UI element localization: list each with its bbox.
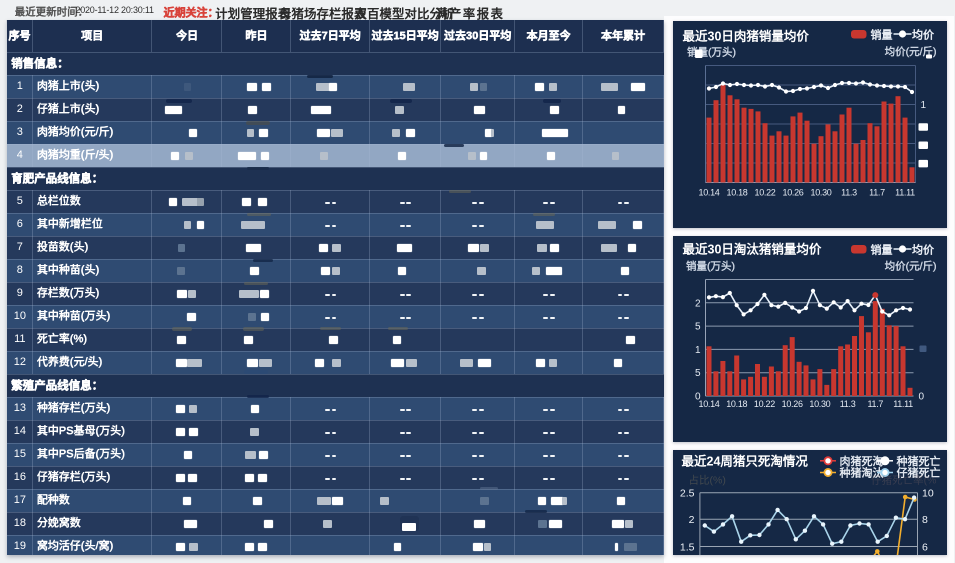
svg-text:均价: 均价 [912,28,934,41]
svg-text:最近30日淘汰猪销量均价: 最近30日淘汰猪销量均价 [682,242,821,257]
svg-text:仔猪死亡: 仔猪死亡 [896,466,940,480]
svg-text:最近30日肉猪销量均价: 最近30日肉猪销量均价 [682,28,809,43]
svg-text:11.11: 11.11 [893,399,913,409]
svg-text:10: 10 [922,488,934,500]
svg-text:最近24周猪只死淘情况: 最近24周猪只死淘情况 [681,454,808,469]
svg-text:肉猪死淘: 肉猪死淘 [839,455,883,468]
svg-text:均价: 均价 [912,244,934,257]
svg-text:11.7: 11.7 [869,187,885,197]
svg-text:0: 0 [918,392,924,403]
svg-text:10.14: 10.14 [698,399,719,409]
svg-text:10.30: 10.30 [810,187,831,197]
svg-text:10.30: 10.30 [809,399,830,409]
svg-text:1: 1 [694,345,700,356]
svg-text:种猪淘汰: 种猪淘汰 [839,466,883,480]
svg-text:11.7: 11.7 [867,399,883,409]
svg-text:6: 6 [922,542,928,554]
svg-text:均价(元/斤): 均价(元/斤) [884,46,936,58]
svg-text:0: 0 [694,392,700,403]
svg-text:销量(万头): 销量(万头) [687,45,736,58]
svg-text:8: 8 [922,514,928,526]
svg-text:1: 1 [920,100,926,111]
svg-text:10.22: 10.22 [754,187,775,197]
svg-text:2: 2 [694,298,700,309]
svg-text:5: 5 [694,322,700,333]
svg-text:10.26: 10.26 [782,187,803,197]
svg-text:销量: 销量 [870,243,892,257]
svg-text:销量: 销量 [870,27,892,41]
svg-text:均价(元/斤): 均价(元/斤) [884,261,936,273]
svg-text:种猪死亡: 种猪死亡 [896,454,940,468]
svg-text:销量(万头): 销量(万头) [686,260,735,273]
svg-text:10.18: 10.18 [726,399,747,409]
svg-text:占比(%): 占比(%) [688,474,725,487]
svg-text:11.3: 11.3 [841,187,857,197]
svg-text:10.14: 10.14 [698,187,719,197]
svg-text:5: 5 [694,368,700,379]
svg-text:2: 2 [688,514,694,526]
svg-text:11.11: 11.11 [895,187,915,197]
svg-text:10.18: 10.18 [726,187,747,197]
svg-text:10.22: 10.22 [753,399,774,409]
svg-text:2.5: 2.5 [679,488,694,500]
svg-text:11.3: 11.3 [839,399,855,409]
svg-text:仔猪死亡率(%: 仔猪死亡率(% [871,474,936,487]
svg-text:10.26: 10.26 [781,399,802,409]
svg-text:1.5: 1.5 [679,542,694,554]
